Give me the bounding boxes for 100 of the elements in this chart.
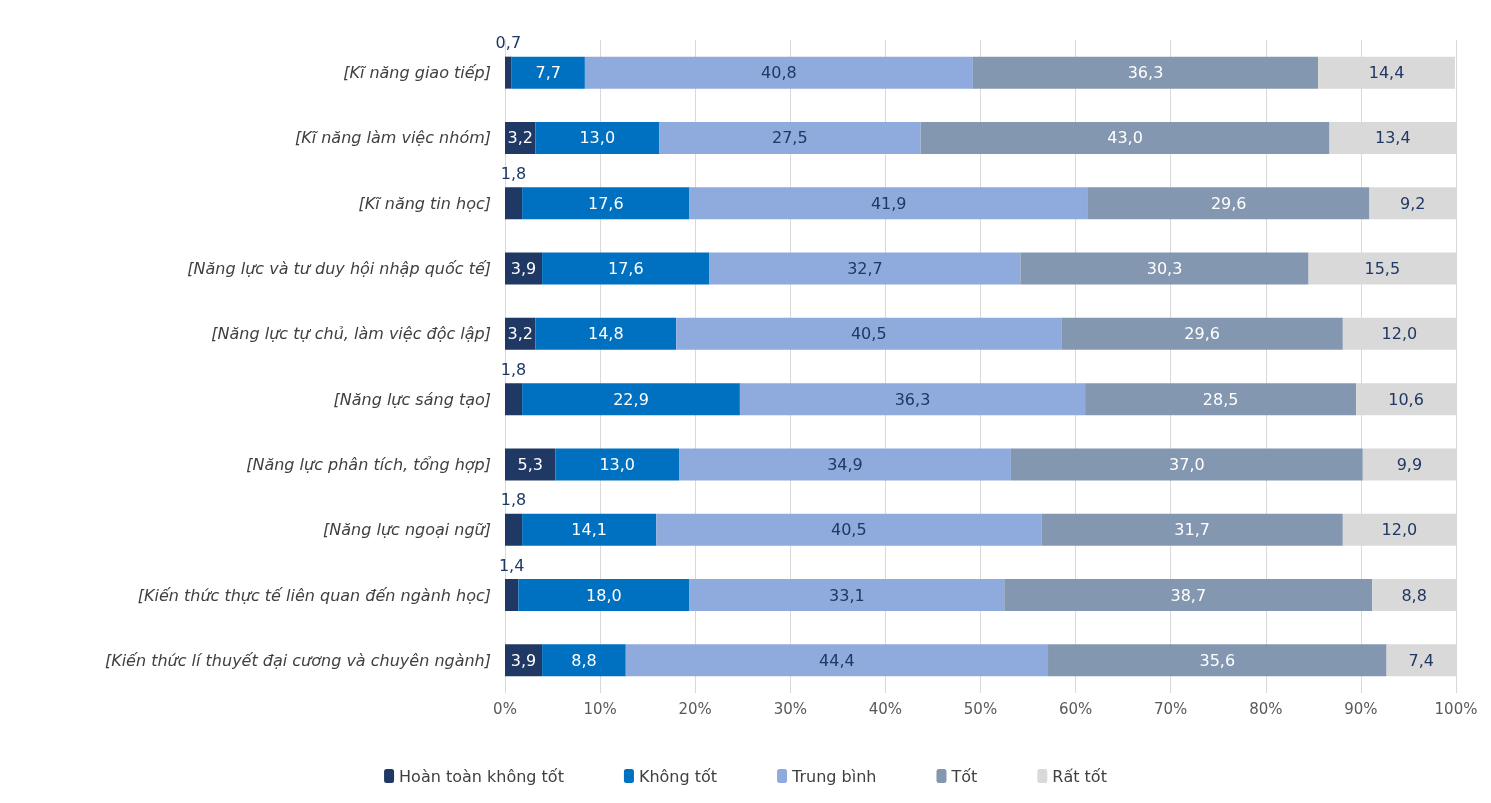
data-label: 40,5	[830, 520, 867, 540]
bar	[1020, 252, 1309, 285]
bar	[1004, 579, 1373, 612]
bar	[972, 56, 1319, 89]
data-label: 14,4	[1368, 63, 1405, 83]
bar	[535, 317, 677, 350]
data-label: 3,2	[507, 324, 533, 344]
legend-label: Trung bình	[791, 766, 877, 786]
x-tick-label: 50%	[963, 699, 998, 718]
data-label: 13,0	[579, 128, 616, 148]
data-label: 1,8	[500, 490, 527, 510]
y-tick-label: [Kĩ năng tin học]	[358, 193, 491, 213]
bar	[739, 383, 1086, 416]
bar	[505, 448, 556, 481]
data-label: 3,9	[510, 650, 537, 670]
bar	[522, 187, 690, 220]
data-label: 15,5	[1364, 259, 1401, 279]
data-label: 17,6	[587, 193, 624, 213]
bar	[584, 56, 973, 89]
bar	[659, 121, 921, 154]
data-label: 14,8	[587, 324, 624, 344]
bar	[505, 383, 523, 416]
data-label: 12,0	[1381, 520, 1418, 540]
data-label: 5,3	[517, 454, 543, 474]
bar	[689, 187, 1088, 220]
data-label: 43,0	[1107, 128, 1143, 148]
data-label: 9,2	[1400, 193, 1426, 213]
bar	[679, 448, 1011, 481]
data-label: 0,7	[495, 33, 522, 53]
data-label: 29,6	[1184, 324, 1220, 344]
x-tick-label: 90%	[1344, 699, 1378, 718]
data-label: 13,4	[1374, 128, 1411, 148]
data-label: 9,9	[1396, 454, 1423, 474]
data-label: 14,1	[571, 520, 607, 540]
data-label: 32,7	[847, 259, 883, 279]
x-tick-label: 70%	[1154, 699, 1188, 718]
bar	[1087, 187, 1370, 220]
bar	[505, 187, 523, 220]
data-label: 31,7	[1174, 520, 1210, 540]
y-tick-label: [Kĩ năng giao tiếp]	[343, 63, 491, 83]
bar	[542, 644, 626, 677]
x-tick-label: 20%	[678, 699, 712, 718]
data-label: 41,9	[870, 193, 907, 213]
data-label: 40,8	[761, 63, 797, 83]
bar	[689, 579, 1005, 612]
bar	[555, 448, 680, 481]
bar	[1048, 644, 1387, 677]
bar	[505, 579, 519, 612]
bar	[1061, 317, 1343, 350]
bar	[542, 252, 710, 285]
data-label: 44,4	[819, 650, 855, 670]
x-tick-label: 80%	[1249, 699, 1283, 718]
bar	[522, 383, 740, 416]
data-label: 1,8	[500, 163, 527, 183]
data-label: 12,0	[1381, 324, 1418, 344]
data-label: 33,1	[829, 585, 865, 605]
x-tick-label: 40%	[868, 699, 903, 718]
data-label: 27,5	[772, 128, 808, 148]
data-label: 3,9	[510, 259, 537, 279]
bar	[1085, 383, 1357, 416]
bar	[1010, 448, 1363, 481]
x-tick-label: 100%	[1434, 699, 1478, 718]
data-label: 18,0	[586, 585, 622, 605]
data-label: 34,9	[827, 454, 863, 474]
bar	[656, 513, 1042, 546]
y-tick-label: [Kiến thức thực tế liên quan đến ngành học]	[137, 585, 491, 605]
data-label: 38,7	[1170, 585, 1207, 605]
bar	[920, 121, 1330, 154]
data-label: 1,8	[500, 359, 527, 379]
bar	[511, 56, 585, 89]
legend-label: Rất tốt	[1052, 766, 1107, 786]
data-label: 7,4	[1408, 650, 1435, 670]
data-label: 35,6	[1199, 650, 1236, 670]
y-tick-label: [Năng lực sáng tạo]	[333, 389, 491, 409]
y-tick-label: [Năng lực tự chủ, làm việc độc lập]	[211, 324, 491, 344]
bar	[505, 56, 512, 89]
bar	[505, 513, 523, 546]
data-label: 8,8	[1401, 585, 1427, 605]
data-label: 40,5	[850, 324, 887, 344]
bar	[518, 579, 690, 612]
data-label: 36,3	[894, 389, 931, 409]
data-label: 3,2	[507, 128, 533, 148]
data-label: 29,6	[1210, 193, 1247, 213]
legend-label: Tốt	[950, 766, 978, 786]
data-label: 37,0	[1169, 454, 1205, 474]
legend-label: Không tốt	[638, 766, 718, 786]
data-label: 13,0	[599, 454, 636, 474]
bar	[522, 513, 657, 546]
legend-label: Hoàn toàn không tốt	[399, 766, 564, 786]
bar	[1041, 513, 1343, 546]
x-tick-label: 10%	[583, 699, 617, 718]
bar	[535, 121, 660, 154]
bar	[625, 644, 1049, 677]
data-label: 8,8	[571, 650, 597, 670]
data-label: 36,3	[1127, 63, 1164, 83]
y-tick-label: [Năng lực phân tích, tổng hợp]	[246, 454, 491, 474]
data-label: 17,6	[607, 259, 644, 279]
bar	[676, 317, 1062, 350]
x-tick-label: 30%	[773, 699, 807, 718]
data-label: 28,5	[1202, 389, 1239, 409]
